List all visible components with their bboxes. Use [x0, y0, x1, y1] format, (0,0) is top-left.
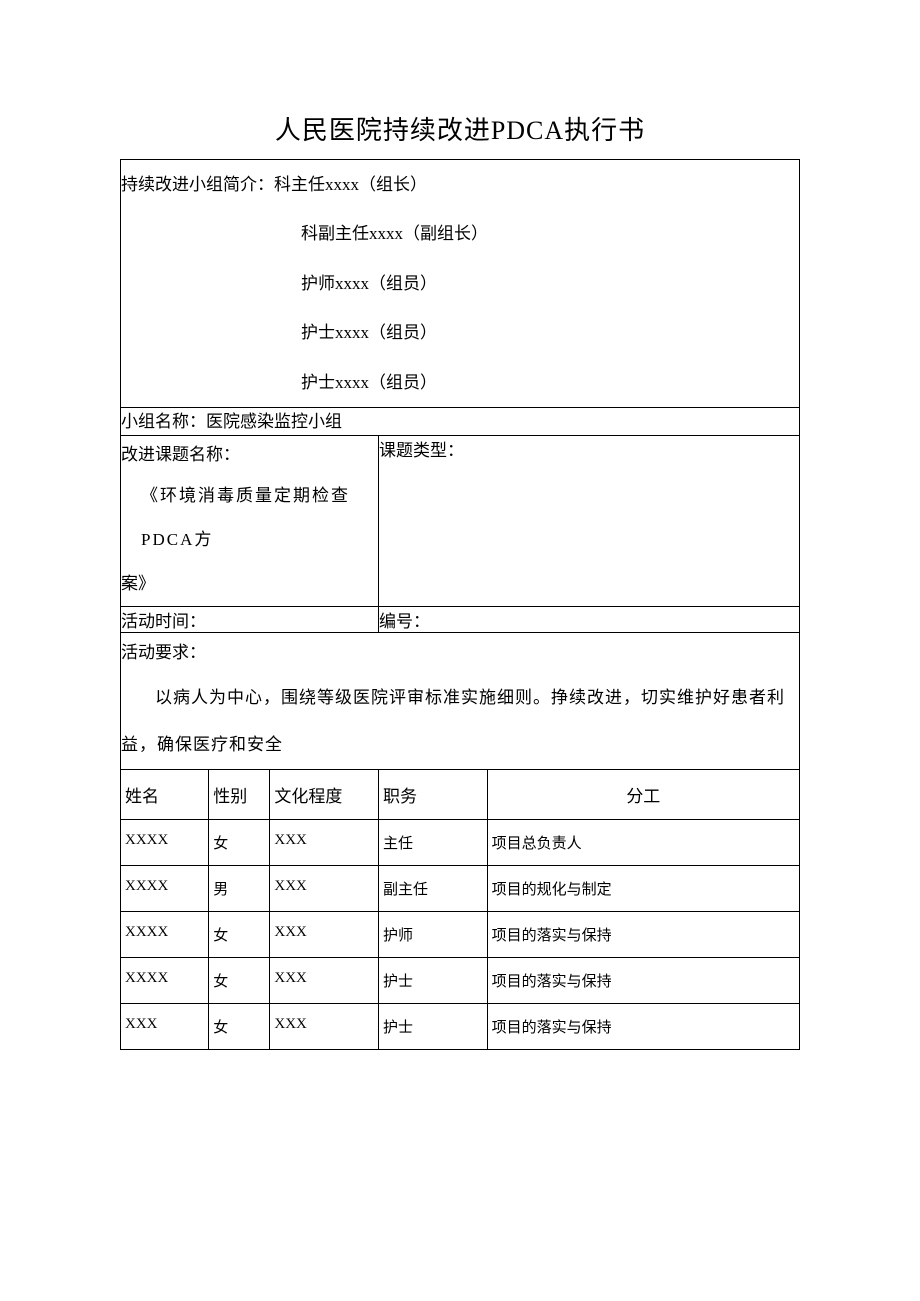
header-name: 姓名 — [121, 770, 209, 820]
intro-label: 持续改进小组简介： — [121, 175, 274, 194]
cell-name: XXXX — [121, 958, 209, 1004]
cell-role: 项目的落实与保持 — [487, 912, 799, 958]
cell-gender: 男 — [209, 866, 270, 912]
table-row: XXXX 男 XXX 副主任 项目的规化与制定 — [121, 866, 800, 912]
intro-line-1: 持续改进小组简介：科主任xxxx（组长） — [121, 160, 799, 209]
cell-education: XXX — [270, 912, 379, 958]
serial-label: 编号： — [379, 612, 430, 631]
header-role: 分工 — [487, 770, 799, 820]
topic-row: 改进课题名称： 《环境消毒质量定期检查PDCA方 案》 课题类型： — [121, 436, 800, 607]
time-row: 活动时间： 编号： — [121, 607, 800, 633]
intro-member-2: 科副主任xxxx（副组长） — [121, 209, 799, 258]
requirements-body: 以病人为中心，围绕等级医院评审标准实施细则。挣续改进，切实维护好患者利益，确保医… — [121, 674, 799, 769]
cell-role: 项目总负责人 — [487, 820, 799, 866]
cell-education: XXX — [270, 820, 379, 866]
intro-member-4: 护士xxxx（组员） — [121, 308, 799, 357]
table-row: XXXX 女 XXX 护师 项目的落实与保持 — [121, 912, 800, 958]
topic-content-line1: 《环境消毒质量定期检查PDCA方 — [121, 474, 378, 562]
intro-member-5: 护士xxxx（组员） — [121, 358, 799, 407]
cell-position: 副主任 — [379, 866, 488, 912]
cell-gender: 女 — [209, 912, 270, 958]
table-row: XXXX 女 XXX 护士 项目的落实与保持 — [121, 958, 800, 1004]
group-name-label: 小组名称： — [121, 412, 206, 431]
cell-position: 主任 — [379, 820, 488, 866]
requirements-row: 活动要求： 以病人为中心，围绕等级医院评审标准实施细则。挣续改进，切实维护好患者… — [121, 633, 800, 770]
cell-position: 护士 — [379, 958, 488, 1004]
requirements-label: 活动要求： — [121, 633, 799, 674]
group-name-value: 医院感染监控小组 — [206, 412, 342, 431]
cell-position: 护士 — [379, 1004, 488, 1050]
pdca-form-table: 持续改进小组简介：科主任xxxx（组长） 科副主任xxxx（副组长） 护师xxx… — [120, 159, 800, 1050]
cell-role: 项目的规化与制定 — [487, 866, 799, 912]
cell-gender: 女 — [209, 958, 270, 1004]
header-position: 职务 — [379, 770, 488, 820]
cell-gender: 女 — [209, 820, 270, 866]
table-row: XXXX 女 XXX 主任 项目总负责人 — [121, 820, 800, 866]
cell-name: XXXX — [121, 912, 209, 958]
topic-content-line2: 案》 — [121, 562, 378, 606]
intro-member-3: 护师xxxx（组员） — [121, 259, 799, 308]
cell-education: XXX — [270, 958, 379, 1004]
header-gender: 性别 — [209, 770, 270, 820]
member-table-header: 姓名 性别 文化程度 职务 分工 — [121, 770, 800, 820]
group-name-row: 小组名称：医院感染监控小组 — [121, 407, 800, 435]
cell-role: 项目的落实与保持 — [487, 958, 799, 1004]
topic-label: 改进课题名称： — [121, 436, 378, 473]
cell-gender: 女 — [209, 1004, 270, 1050]
cell-name: XXX — [121, 1004, 209, 1050]
page-title: 人民医院持续改进PDCA执行书 — [120, 110, 800, 147]
cell-education: XXX — [270, 866, 379, 912]
table-row: XXX 女 XXX 护士 项目的落实与保持 — [121, 1004, 800, 1050]
intro-member-1: 科主任xxxx（组长） — [274, 175, 427, 194]
cell-name: XXXX — [121, 820, 209, 866]
cell-position: 护师 — [379, 912, 488, 958]
header-education: 文化程度 — [270, 770, 379, 820]
activity-time-label: 活动时间： — [121, 612, 206, 631]
cell-role: 项目的落实与保持 — [487, 1004, 799, 1050]
cell-name: XXXX — [121, 866, 209, 912]
intro-row: 持续改进小组简介：科主任xxxx（组长） 科副主任xxxx（副组长） 护师xxx… — [121, 160, 800, 408]
cell-education: XXX — [270, 1004, 379, 1050]
topic-type-label: 课题类型： — [379, 441, 464, 460]
